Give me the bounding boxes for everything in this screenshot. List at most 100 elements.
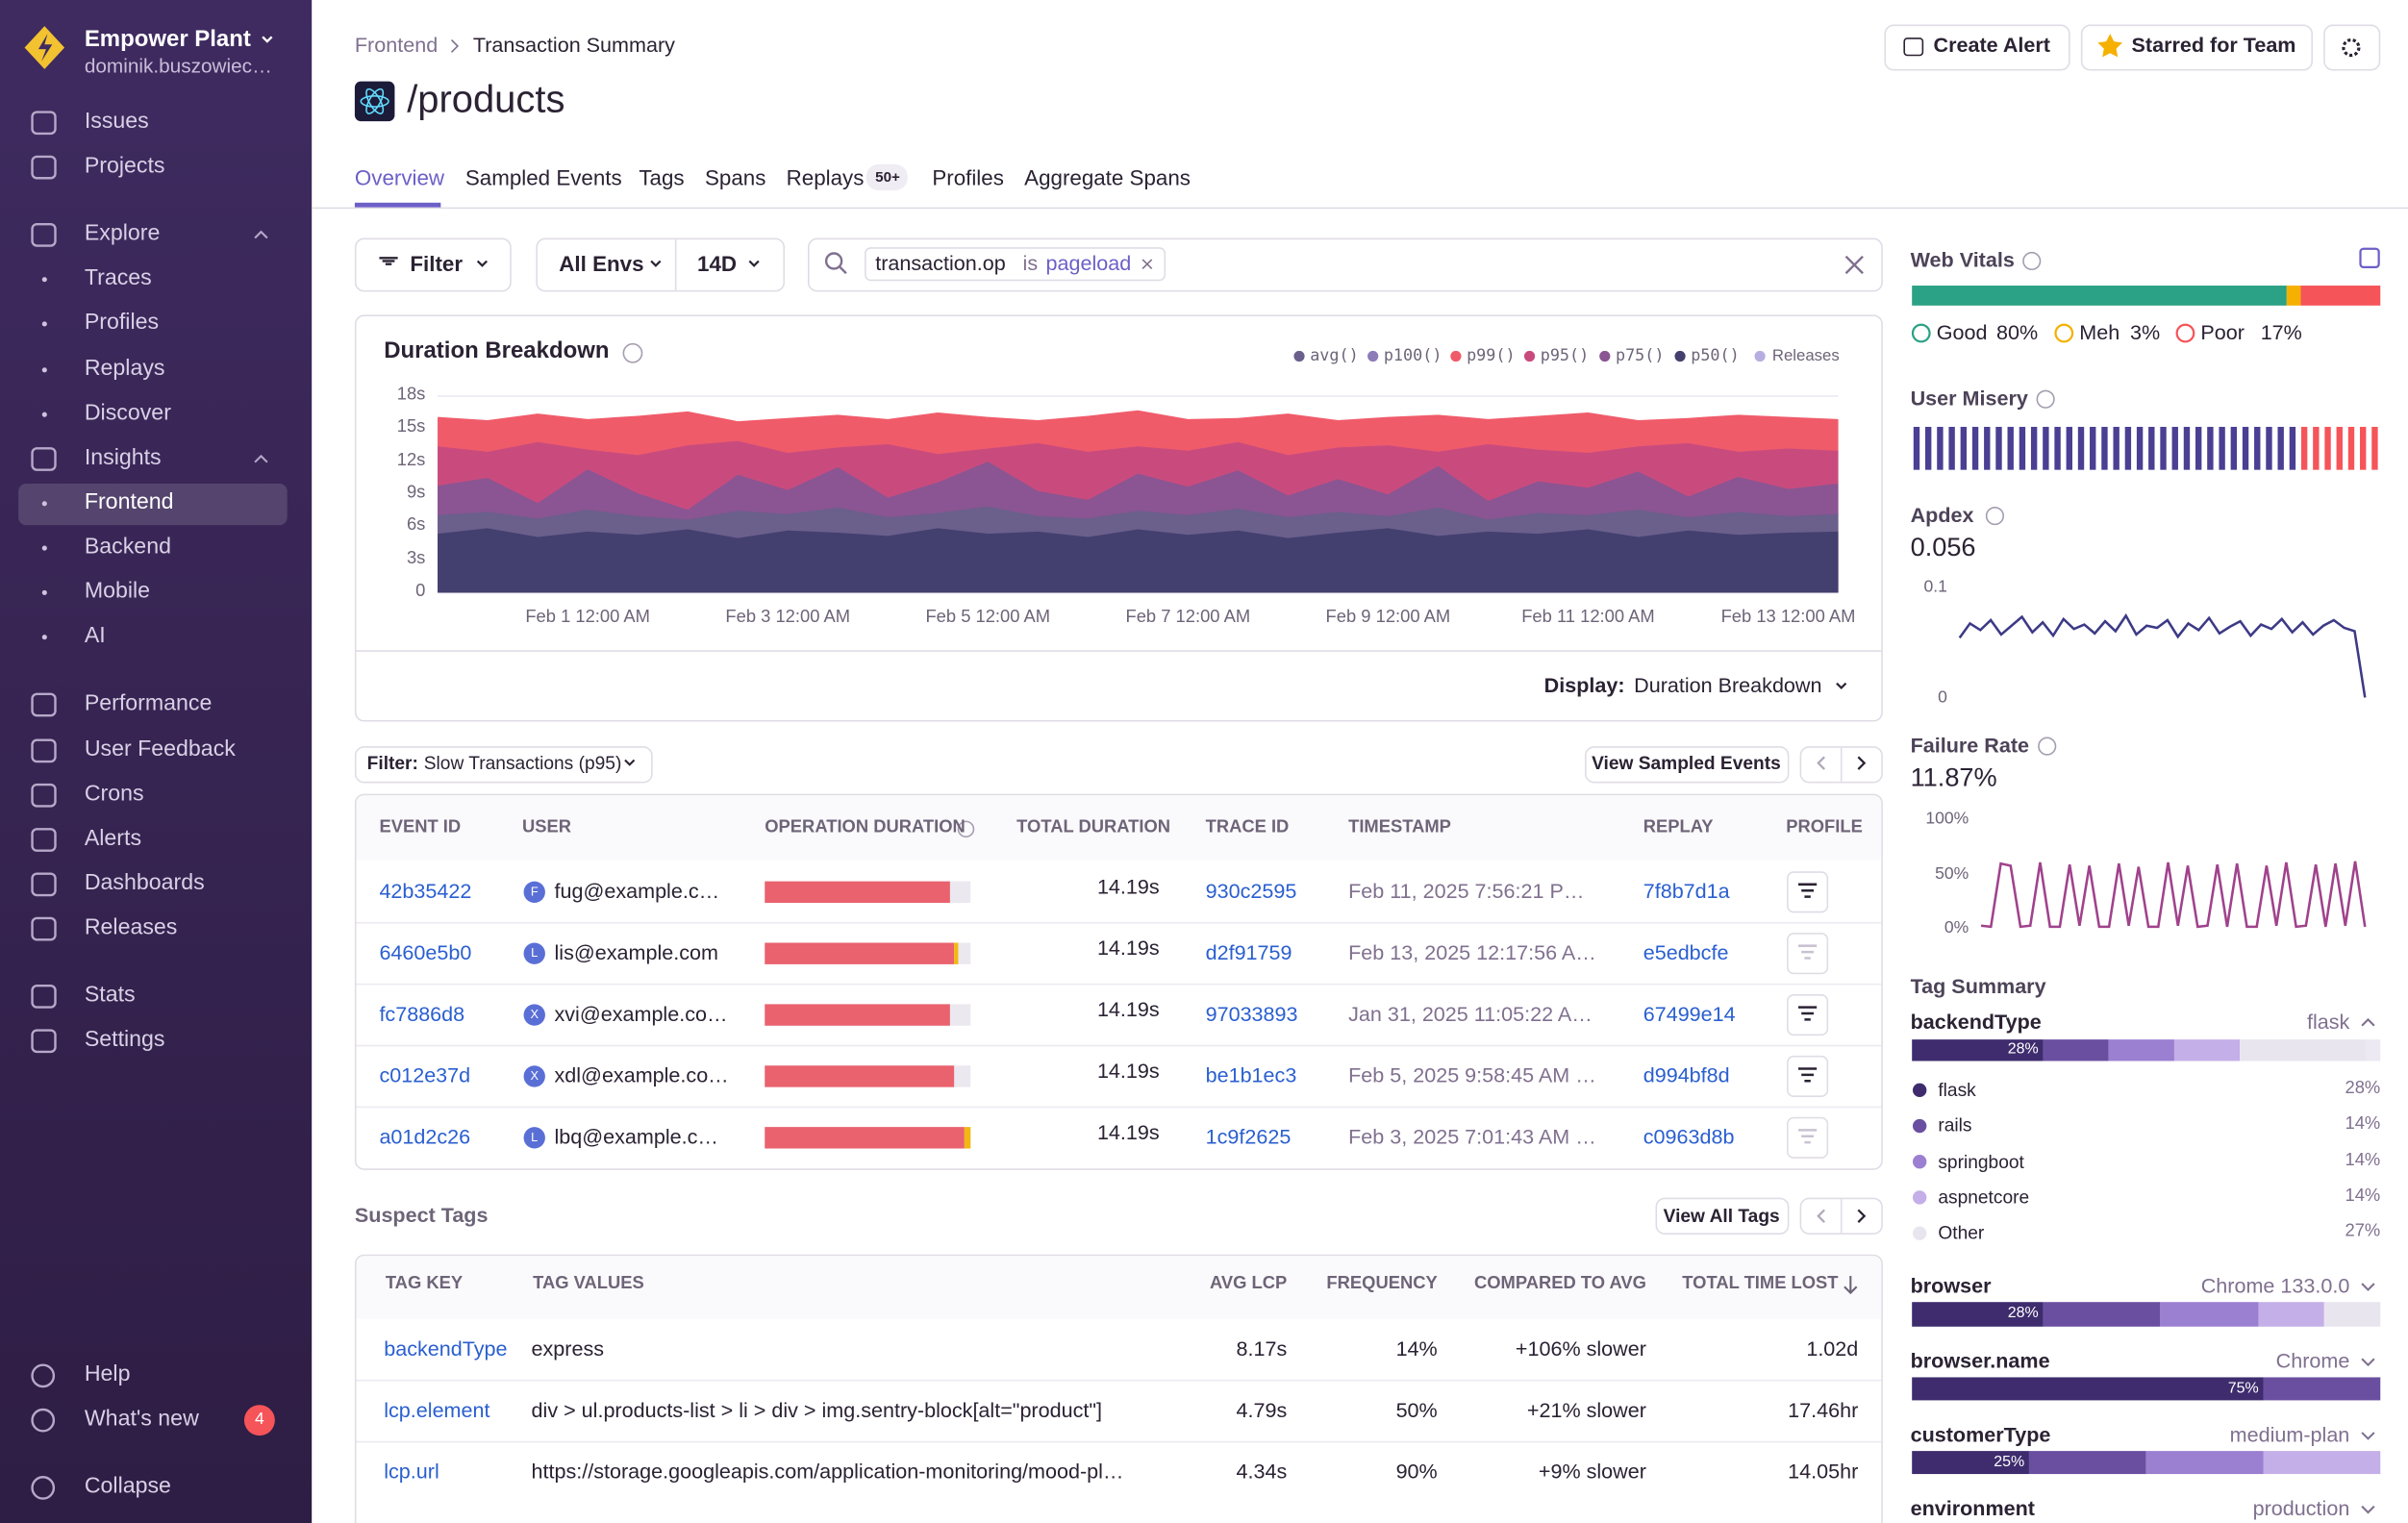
misery-bar [2137, 427, 2143, 470]
nav-item[interactable]: Settings [85, 1028, 165, 1055]
misery-bar [2090, 427, 2095, 470]
filter-value[interactable]: Slow Transactions (p95) [424, 752, 622, 774]
breadcrumb-sep [452, 40, 458, 53]
tab[interactable]: Aggregate Spans [1024, 165, 1191, 191]
user: fug@example.c… [554, 880, 719, 905]
button-label[interactable]: View All Tags [1664, 1205, 1780, 1227]
org-name[interactable]: Empower Plant [85, 26, 251, 54]
tab[interactable]: Tags [639, 165, 684, 191]
nav-item[interactable]: Crons [85, 782, 144, 809]
env-label[interactable]: All Envs [559, 251, 643, 277]
tag-top[interactable]: Chrome [2276, 1350, 2350, 1375]
legend-dot [1674, 351, 1685, 362]
nav-subitem[interactable]: Backend [85, 535, 171, 562]
legend-dot [1913, 1155, 1926, 1168]
tag-top[interactable]: medium-plan [2230, 1423, 2350, 1448]
replay-id[interactable]: d994bf8d [1643, 1064, 1730, 1089]
op-bar [765, 1004, 950, 1025]
button-label[interactable]: Create Alert [1934, 34, 2050, 59]
tag-segment [2146, 1451, 2264, 1474]
profile-button [1788, 1118, 1828, 1159]
nav-item[interactable]: Help [85, 1362, 131, 1389]
timestamp: Feb 13, 2025 12:17:56 A… [1348, 941, 1596, 966]
tag-key[interactable]: lcp.url [384, 1461, 439, 1486]
compared: +21% slower [1527, 1399, 1646, 1424]
legend-dot [1913, 1226, 1926, 1239]
nav-item[interactable]: Performance [85, 691, 213, 718]
nav-item[interactable]: Insights [85, 446, 162, 473]
nav-item[interactable]: Explore [85, 221, 161, 248]
user: xdl@example.co… [554, 1064, 728, 1089]
token-value: pageload [1046, 252, 1132, 277]
nav-subitem[interactable]: AI [85, 624, 106, 651]
column-header: USER [522, 818, 571, 839]
timestamp: Feb 5, 2025 9:58:45 AM … [1348, 1064, 1596, 1089]
replay-id[interactable]: c0963d8b [1643, 1125, 1735, 1150]
nav-item[interactable]: Issues [85, 110, 149, 137]
misery-bar [2172, 427, 2178, 470]
event-id[interactable]: fc7886d8 [379, 1003, 464, 1028]
trace-id[interactable]: 930c2595 [1206, 880, 1297, 905]
trace-id[interactable]: 97033893 [1206, 1003, 1298, 1028]
y-tick-label: 3s [407, 549, 425, 570]
period-label[interactable]: 14D [697, 251, 737, 277]
filter-label[interactable]: Filter [410, 251, 463, 277]
legend-dot [1913, 1190, 1926, 1204]
token-remove [1142, 260, 1152, 269]
y-tick-label: 50% [1935, 864, 1969, 885]
nav-item[interactable]: What's new [85, 1407, 199, 1434]
nav-item[interactable]: User Feedback [85, 737, 236, 764]
nav-item[interactable]: Stats [85, 984, 136, 1011]
event-id[interactable]: 42b35422 [379, 880, 471, 905]
event-id[interactable]: c012e37d [379, 1064, 470, 1089]
tab[interactable]: Overview [355, 165, 444, 191]
misery-bar [2125, 427, 2131, 470]
tag-value-pct: 28% [2345, 1080, 2380, 1101]
nav-item[interactable]: Alerts [85, 827, 141, 854]
nav-item[interactable]: Dashboards [85, 871, 205, 898]
tab[interactable]: Spans [705, 165, 765, 191]
tab[interactable]: Replays [787, 165, 865, 191]
nav-subitem[interactable]: Mobile [85, 580, 150, 607]
tag-key[interactable]: lcp.element [384, 1399, 489, 1424]
replay-id[interactable]: 7f8b7d1a [1643, 880, 1730, 905]
button-label[interactable]: Starred for Team [2132, 34, 2296, 59]
token-op: is [1023, 252, 1039, 277]
nav-subitem[interactable]: Traces [85, 266, 152, 293]
tab[interactable]: Profiles [932, 165, 1004, 191]
column-header: OPERATION DURATION [765, 818, 965, 839]
replay-id[interactable]: 67499e14 [1643, 1003, 1736, 1028]
nav-item[interactable]: Projects [85, 154, 165, 181]
event-id[interactable]: a01d2c26 [379, 1125, 470, 1150]
avatar-letter: L [531, 946, 538, 961]
trace-id[interactable]: 1c9f2625 [1206, 1125, 1292, 1150]
profile-button [1788, 995, 1828, 1036]
tag-key[interactable]: backendType [384, 1337, 507, 1362]
breadcrumb[interactable]: Frontend [355, 34, 438, 59]
replay-id[interactable]: e5edbcfe [1643, 941, 1729, 966]
nav-item[interactable]: Collapse [85, 1475, 171, 1502]
display-value[interactable]: Duration Breakdown [1634, 674, 1821, 699]
time-lost: 17.46hr [1788, 1399, 1858, 1424]
nav-icon [33, 1410, 54, 1431]
tag-top[interactable]: flask [2307, 1011, 2349, 1036]
trace-id[interactable]: be1b1ec3 [1206, 1064, 1297, 1089]
nav-subitem[interactable]: Profiles [85, 311, 159, 337]
search-icon [840, 267, 846, 273]
vitals-name: Good [1937, 321, 1988, 346]
nav-subitem[interactable]: Discover [85, 401, 171, 428]
tag-top[interactable]: production [2253, 1497, 2350, 1522]
tab[interactable]: Sampled Events [465, 165, 622, 191]
trace-id[interactable]: d2f91759 [1206, 941, 1292, 966]
nav-item[interactable]: Releases [85, 915, 178, 942]
y-tick-label: 0 [415, 582, 425, 603]
button-label[interactable]: View Sampled Events [1592, 752, 1781, 774]
nav-subitem[interactable]: Frontend [85, 490, 174, 517]
event-id[interactable]: 6460e5b0 [379, 941, 471, 966]
tag-top[interactable]: Chrome 133.0.0 [2201, 1274, 2350, 1299]
vitals-name: Meh [2079, 321, 2120, 346]
avatar-letter: X [530, 1008, 539, 1022]
nav-subitem[interactable]: Replays [85, 357, 165, 384]
nav-icon [33, 224, 56, 245]
